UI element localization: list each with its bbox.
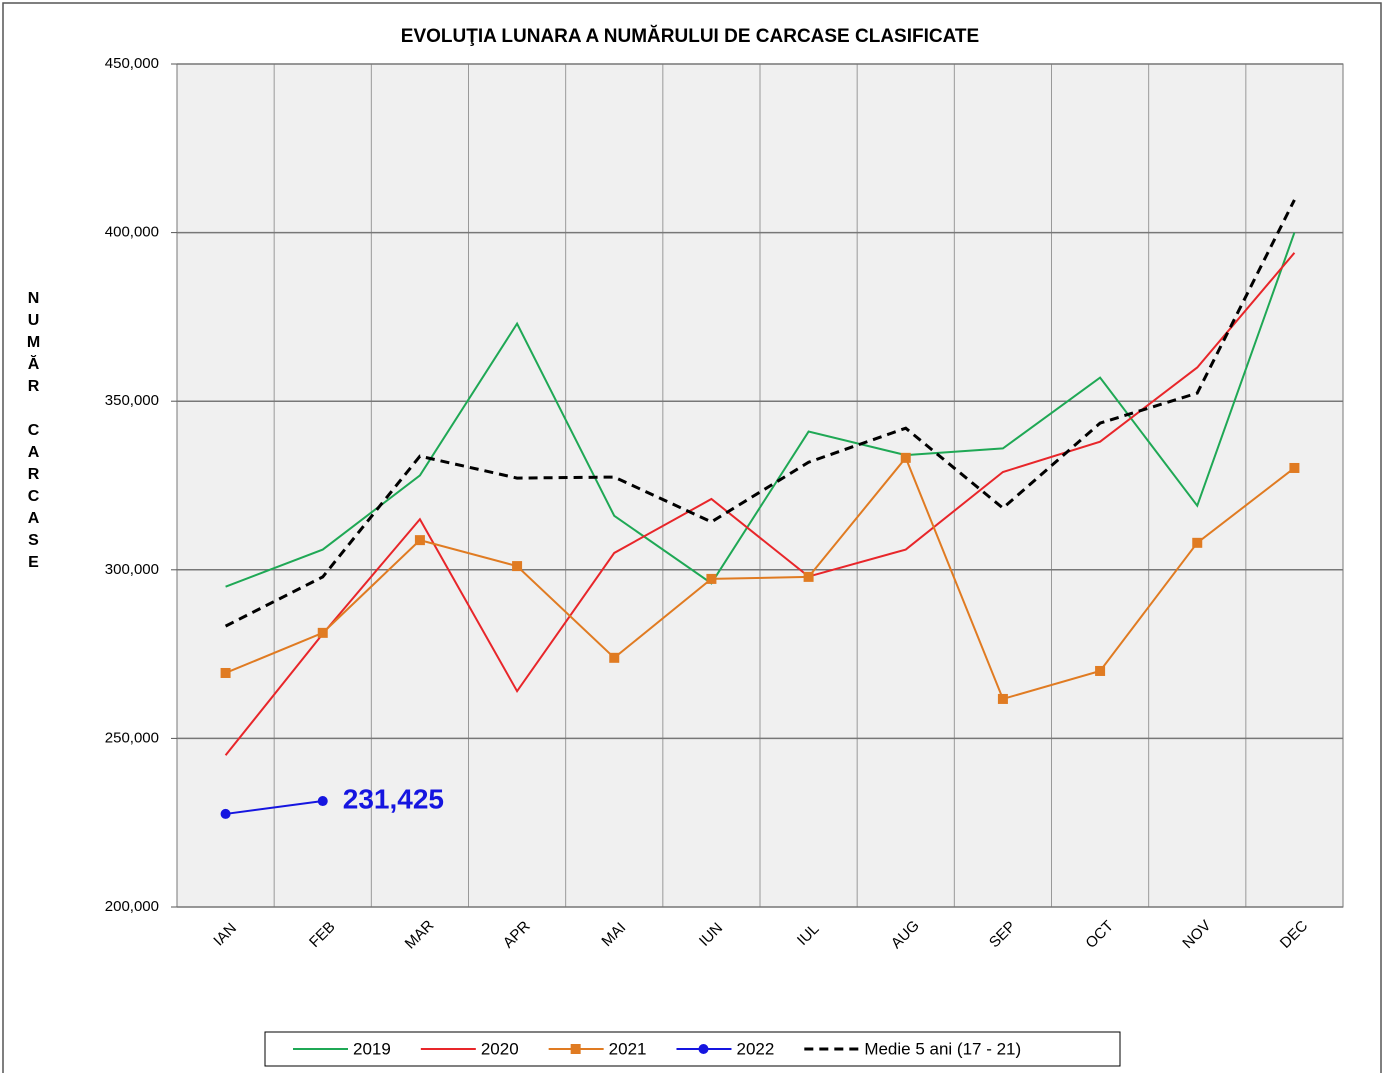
marker (317, 796, 328, 807)
marker (220, 667, 231, 678)
legend-marker (570, 1044, 581, 1054)
series-line (224, 199, 1296, 628)
marker (803, 571, 814, 582)
marker (900, 452, 911, 463)
marker (609, 652, 620, 663)
marker (512, 561, 523, 572)
marker (997, 693, 1008, 704)
marker (1095, 665, 1106, 676)
marker (706, 573, 717, 584)
marker (1192, 537, 1203, 548)
marker (414, 535, 425, 546)
y-tick-label: 450,000 (105, 55, 159, 72)
y-axis-label: NUMĂR CARCASE (25, 290, 42, 576)
y-tick-label: 300,000 (105, 561, 159, 578)
series-line (225, 455, 1296, 701)
series-line (225, 232, 1296, 588)
legend-label: 2020 (481, 1039, 519, 1058)
y-tick-label: 250,000 (105, 729, 159, 746)
data-label: 231,425 (343, 783, 444, 814)
y-tick-label: 400,000 (105, 224, 159, 241)
y-tick-label: 200,000 (105, 898, 159, 915)
chart-title: EVOLUŢIA LUNARA A NUMĂRULUI DE CARCASE C… (401, 25, 979, 47)
legend-label: Medie 5 ani (17 - 21) (864, 1039, 1021, 1058)
legend-label: 2021 (609, 1039, 647, 1058)
marker (1289, 462, 1300, 473)
legend-label: 2022 (736, 1039, 774, 1058)
legend-label: 2019 (353, 1039, 391, 1058)
marker (220, 808, 231, 819)
marker (317, 627, 328, 638)
series-line (225, 800, 323, 815)
y-tick-label: 350,000 (105, 392, 159, 409)
legend-marker (698, 1044, 709, 1054)
series-line (224, 252, 1296, 756)
